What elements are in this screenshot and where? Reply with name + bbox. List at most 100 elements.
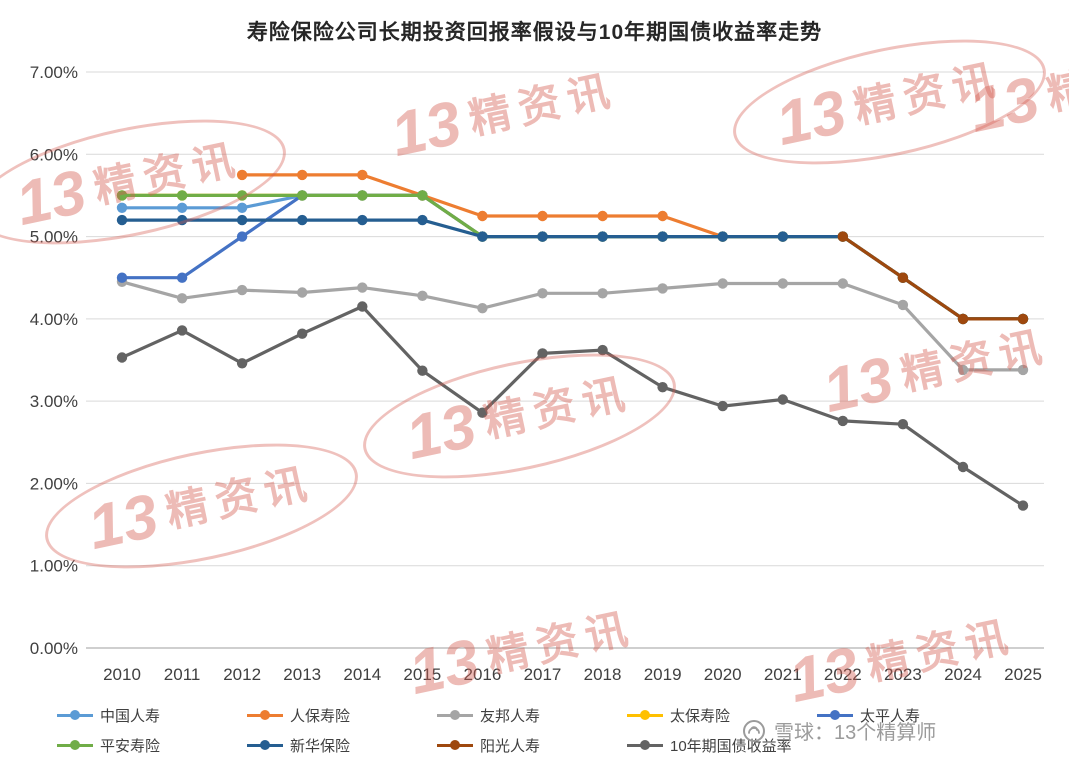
legend-swatch xyxy=(57,743,93,747)
data-point xyxy=(777,394,788,405)
data-point xyxy=(717,400,728,412)
series-10年期国债收益率 xyxy=(116,301,1029,511)
data-point xyxy=(957,364,969,376)
data-point xyxy=(357,301,368,312)
data-point xyxy=(897,419,909,430)
data-point xyxy=(357,282,368,293)
x-tick-label: 2011 xyxy=(164,665,201,684)
y-tick-label: 7.00% xyxy=(30,63,78,82)
legend-swatch xyxy=(437,713,473,717)
data-point xyxy=(176,214,188,226)
data-point xyxy=(897,272,909,283)
x-tick-label: 2023 xyxy=(884,665,922,684)
data-point xyxy=(597,288,608,299)
series-阳光人寿 xyxy=(837,231,1029,325)
series-太平人寿 xyxy=(116,190,1029,325)
legend-item-3: 友邦人寿 xyxy=(437,706,627,725)
data-point xyxy=(236,231,248,242)
legend-label: 平安寿险 xyxy=(100,737,161,755)
source-credit: 雪球：13个精算师 xyxy=(742,716,936,745)
data-point xyxy=(657,210,668,222)
legend-swatch xyxy=(247,743,283,747)
data-point xyxy=(537,348,548,359)
data-point xyxy=(717,231,728,242)
data-point xyxy=(357,214,368,226)
data-point xyxy=(657,382,668,393)
data-point xyxy=(417,190,428,201)
x-tick-label: 2019 xyxy=(644,665,682,684)
legend-item-5: 太平人寿 xyxy=(817,706,1007,725)
y-tick-label: 3.00% xyxy=(30,392,78,411)
legend-label: 太保寿险 xyxy=(670,707,731,725)
data-point xyxy=(657,283,668,294)
x-tick-label: 2025 xyxy=(1004,665,1042,684)
plot-svg: 0.00% 1.00% 2.00% 3.00% 4.00% 5.00% 6.00% 7.00%… xyxy=(30,63,1044,684)
data-point xyxy=(477,231,488,242)
series-line xyxy=(120,218,1025,321)
x-tick-label: 2024 xyxy=(944,665,982,684)
data-point xyxy=(297,190,308,201)
series-line xyxy=(120,280,1025,372)
data-point xyxy=(537,231,548,242)
x-tick-label: 2015 xyxy=(403,665,441,684)
data-point xyxy=(537,210,548,222)
y-tick-label: 2.00% xyxy=(30,474,78,493)
data-point xyxy=(357,190,368,201)
legend-item-9: 10年期国债收益率 xyxy=(627,736,817,755)
data-point xyxy=(957,313,969,325)
data-point xyxy=(297,169,308,181)
x-tick-label: 2020 xyxy=(704,665,742,684)
data-point xyxy=(116,202,128,213)
x-tick-label: 2018 xyxy=(584,665,622,684)
legend-label: 阳光人寿 xyxy=(480,737,541,755)
xueqiu-logo-icon xyxy=(743,719,765,742)
data-point xyxy=(837,415,848,427)
data-point xyxy=(176,293,188,304)
x-tick-label: 2022 xyxy=(824,665,862,684)
legend-label: 10年期国债收益率 xyxy=(670,737,792,755)
data-point xyxy=(777,278,788,289)
page-title: 寿险保险公司长期投资回报率假设与10年期国债收益率走势 xyxy=(246,21,823,44)
data-point xyxy=(357,169,368,181)
series-line xyxy=(120,304,1025,508)
data-point xyxy=(236,358,248,369)
data-point xyxy=(537,288,548,299)
data-point xyxy=(597,231,608,242)
data-point xyxy=(116,352,128,363)
legend-label: 人保寿险 xyxy=(290,707,351,725)
y-tick-label: 5.00% xyxy=(30,228,78,247)
data-point xyxy=(837,278,848,289)
x-tick-label: 2021 xyxy=(764,665,802,684)
data-point xyxy=(1017,313,1029,325)
x-tick-label: 2016 xyxy=(464,665,502,684)
data-point xyxy=(236,169,248,181)
credit-text: 雪球：13个精算师 xyxy=(774,722,937,744)
series-平安寿险 xyxy=(116,190,1029,325)
data-point xyxy=(837,231,848,242)
x-tick-label: 2017 xyxy=(524,665,562,684)
legend-label: 新华保险 xyxy=(290,737,351,755)
data-point xyxy=(116,272,128,283)
y-tick-label: 1.00% xyxy=(30,557,78,576)
data-point xyxy=(236,202,248,213)
data-point xyxy=(417,214,428,226)
data-point xyxy=(176,272,188,283)
data-point xyxy=(957,461,969,473)
data-point xyxy=(1017,500,1029,511)
legend-swatch xyxy=(627,713,663,717)
data-point xyxy=(176,202,188,213)
chart-legend: 中国人寿 人保寿险 友邦人寿 太保寿险 太平人寿 平安寿险 新华保险 阳光人寿 10年期国债收益… xyxy=(57,706,1007,755)
y-tick-label: 0.00% xyxy=(30,639,78,658)
y-tick-label: 6.00% xyxy=(30,145,78,164)
data-point xyxy=(236,284,248,296)
data-point xyxy=(176,325,188,336)
x-tick-label: 2014 xyxy=(343,665,381,684)
data-point xyxy=(477,303,488,314)
x-tick-label: 2013 xyxy=(283,665,321,684)
data-point xyxy=(597,344,608,356)
data-point xyxy=(777,231,788,242)
legend-label: 太平人寿 xyxy=(860,707,921,725)
data-point xyxy=(176,190,188,201)
data-point xyxy=(1017,364,1029,376)
legend-swatch xyxy=(247,713,283,717)
